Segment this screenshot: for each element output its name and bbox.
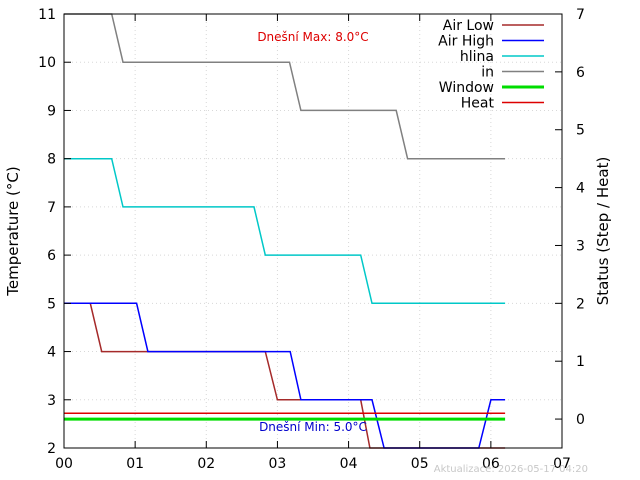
- min-annotation: Dnešní Min: 5.0°C: [259, 420, 367, 434]
- y2-axis-title: Status (Step / Heat): [594, 157, 612, 306]
- x-tick-label: 07: [553, 456, 571, 472]
- legend-label-heat: Heat: [461, 96, 495, 112]
- y-tick-label: 9: [47, 103, 56, 119]
- y-tick-label: 7: [47, 200, 56, 216]
- series-line-air-high: [64, 302, 506, 449]
- y2-tick-label: 7: [576, 7, 585, 23]
- y2-tick-label: 5: [576, 123, 585, 139]
- x-tick-label: 01: [126, 456, 144, 472]
- legend-label-hlina: hlina: [460, 49, 494, 65]
- plot-frame: [63, 13, 563, 449]
- y-tick-label: 11: [38, 7, 56, 23]
- series-line-hlina: [64, 157, 506, 305]
- y2-tick-label: 3: [576, 238, 585, 254]
- y-tick-label: 2: [47, 441, 56, 457]
- y-tick-label: 10: [38, 55, 56, 71]
- y2-tick-label: 0: [576, 412, 585, 428]
- legend-label-window: Window: [439, 80, 494, 96]
- y-tick-label: 3: [47, 393, 56, 409]
- legend-label-air-high: Air High: [438, 34, 494, 50]
- series-line-in: [64, 13, 506, 160]
- x-tick-label: 06: [482, 456, 500, 472]
- y-tick-label: 8: [47, 152, 56, 168]
- x-tick-label: 04: [340, 456, 358, 472]
- x-tick-label: 05: [411, 456, 429, 472]
- y2-tick-label: 4: [576, 181, 585, 197]
- max-annotation: Dnešní Max: 8.0°C: [257, 30, 368, 44]
- y2-tick-label: 6: [576, 65, 585, 81]
- series-layer: [64, 13, 506, 449]
- x-tick-label: 03: [269, 456, 287, 472]
- x-tick-label: 00: [55, 456, 73, 472]
- x-tick-label: 02: [197, 456, 215, 472]
- y2-tick-label: 2: [576, 296, 585, 312]
- y-tick-label: 6: [47, 248, 56, 264]
- y-tick-label: 5: [47, 296, 56, 312]
- y2-tick-label: 1: [576, 354, 585, 370]
- legend-label-air-low: Air Low: [443, 18, 494, 34]
- y-tick-label: 4: [47, 345, 56, 361]
- legend-label-in: in: [481, 65, 494, 81]
- update-footer: Aktualizace: 2026-05-17 04:20: [434, 464, 588, 475]
- y-axis-title: Temperature (°C): [4, 166, 22, 296]
